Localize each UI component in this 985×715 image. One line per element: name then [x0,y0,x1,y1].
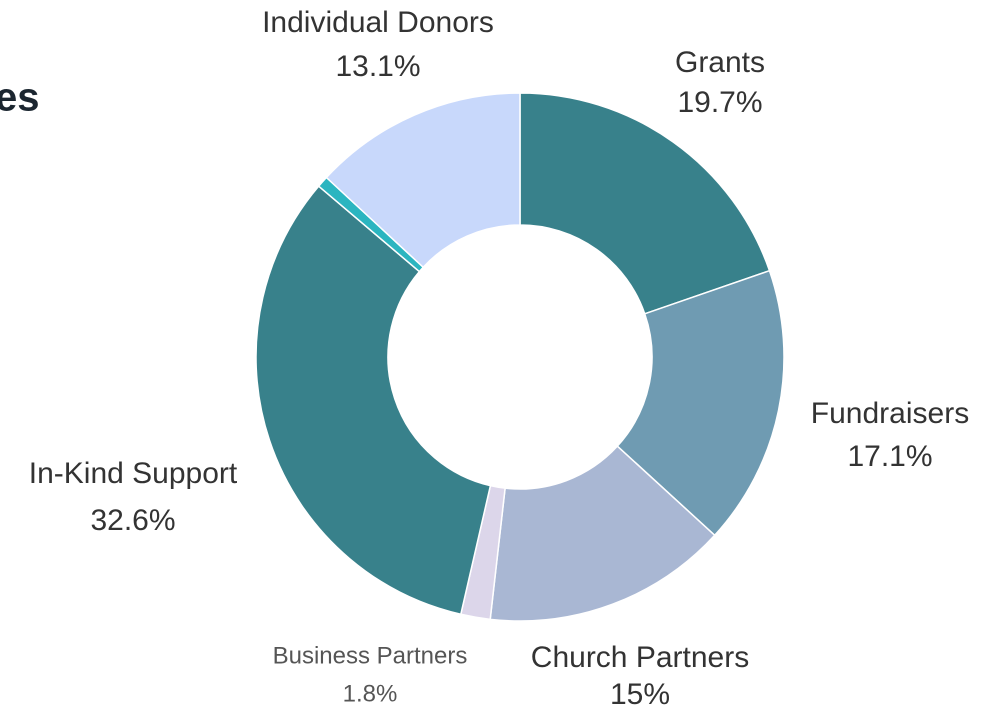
segment-label: Business Partners [273,642,468,669]
donut-segment [616,269,785,537]
segment-value-label: 19.7% [677,86,762,119]
segment-label: In-Kind Support [29,457,238,490]
segment-label: Grants [675,46,765,79]
chart-title: es [0,76,40,120]
segment-value-label: 32.6% [90,504,175,537]
segment-label: Fundraisers [811,397,969,430]
donut-segment [519,92,771,315]
segment-value-label: 1.8% [343,680,398,707]
donut-segment [255,185,492,616]
segment-value-label: 13.1% [335,50,420,83]
segment-label: Individual Donors [262,6,494,39]
donut-segment [489,445,716,622]
segment-value-label: 15% [610,678,670,711]
segment-value-label: 17.1% [847,440,932,473]
segment-label: Church Partners [531,641,749,674]
donut-segment [325,92,521,269]
